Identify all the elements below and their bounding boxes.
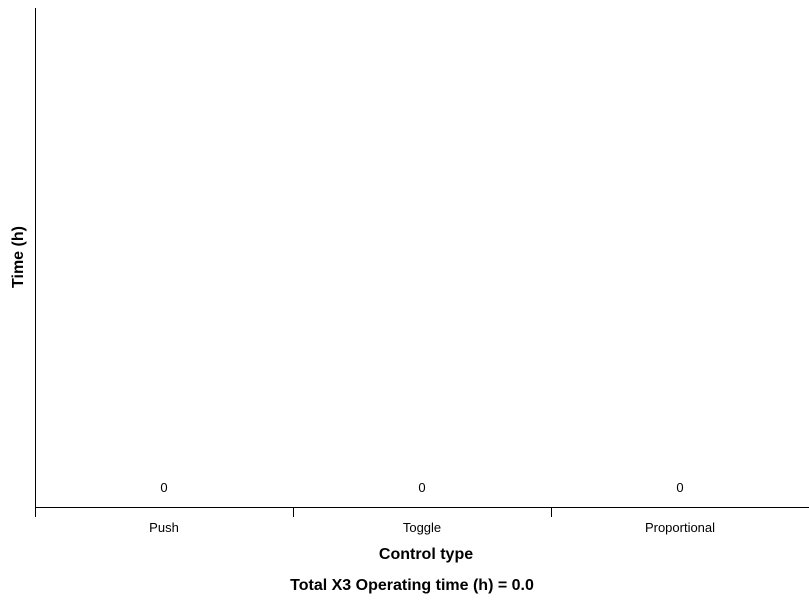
data-label-toggle: 0: [418, 480, 425, 495]
x-axis-ticks: [35, 507, 552, 517]
data-labels: 0 0 0: [160, 480, 683, 495]
data-label-proportional: 0: [676, 480, 683, 495]
x-axis-tick-labels: Push Toggle Proportional: [149, 520, 715, 535]
x-tick-label-push: Push: [149, 520, 179, 535]
y-axis-title: Time (h): [10, 226, 27, 288]
plot-area: 0 0 0 Push Toggle Proportional: [35, 8, 809, 535]
x-tick-label-toggle: Toggle: [403, 520, 441, 535]
x-axis-title: Control type: [379, 546, 473, 563]
operating-time-total: Total X3 Operating time (h) = 0.0: [290, 577, 534, 594]
x-tick-label-proportional: Proportional: [645, 520, 715, 535]
data-label-push: 0: [160, 480, 167, 495]
